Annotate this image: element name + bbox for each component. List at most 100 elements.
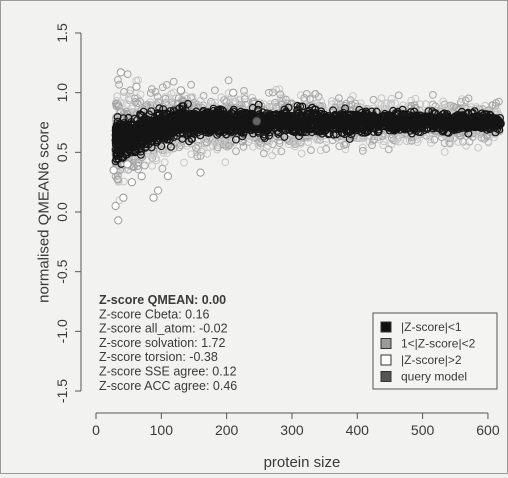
- point-z-1-2: [249, 142, 258, 151]
- point-z-1-2: [187, 80, 196, 89]
- point-z-1-2: [189, 101, 197, 110]
- point-z-under-1: [148, 134, 157, 143]
- point-z-1-2: [440, 139, 449, 148]
- point-z-1-2: [211, 86, 219, 95]
- point-z-under-1: [361, 109, 370, 118]
- point-z-1-2: [158, 83, 167, 92]
- point-z-1-2: [369, 95, 378, 104]
- point-z-under-1: [123, 142, 132, 151]
- point-z-1-2: [402, 137, 411, 146]
- point-z-1-2: [391, 99, 399, 108]
- point-z-under-1: [416, 128, 425, 137]
- point-z-under-1: [188, 134, 197, 143]
- point-z-1-2: [275, 139, 284, 148]
- point-z-1-2: [134, 158, 143, 167]
- point-z-1-2: [415, 133, 424, 142]
- point-z-1-2: [387, 99, 396, 108]
- point-z-1-2: [217, 93, 226, 102]
- point-z-under-1: [116, 150, 125, 159]
- point-z-under-1: [385, 126, 394, 135]
- point-z-under-1: [296, 128, 305, 137]
- point-z-1-2: [289, 137, 298, 146]
- point-z-1-2: [266, 100, 275, 108]
- point-z-1-2: [316, 146, 325, 155]
- point-z-1-2: [240, 92, 249, 100]
- point-z-1-2: [444, 138, 453, 147]
- point-z-under-1: [410, 107, 419, 116]
- point-z-1-2: [462, 141, 471, 150]
- point-z-1-2: [276, 90, 285, 99]
- point-z-1-2: [170, 88, 178, 97]
- point-z-1-2: [375, 135, 384, 144]
- point-z-1-2: [196, 152, 205, 160]
- point-z-under-1: [424, 107, 433, 116]
- point-z-1-2: [368, 141, 376, 150]
- point-z-1-2: [125, 94, 133, 103]
- point-z-1-2: [198, 147, 207, 156]
- point-z-1-2: [114, 76, 122, 84]
- point-z-1-2: [224, 76, 233, 85]
- point-z-1-2: [139, 102, 148, 110]
- point-z-under-1: [345, 134, 354, 143]
- point-z-1-2: [113, 159, 122, 168]
- point-z-under-1: [281, 109, 290, 118]
- point-z-1-2: [123, 99, 131, 108]
- point-z-1-2: [126, 86, 135, 95]
- point-z-1-2: [377, 94, 386, 102]
- point-z-1-2: [358, 146, 367, 155]
- point-z-1-2: [416, 100, 425, 109]
- point-z-1-2: [114, 175, 122, 184]
- point-z-1-2: [213, 143, 222, 152]
- point-z-1-2: [272, 147, 280, 156]
- point-z-1-2: [136, 90, 145, 99]
- point-z-under-1: [248, 103, 257, 112]
- point-z-1-2: [221, 158, 230, 167]
- point-z-1-2: [146, 89, 155, 97]
- point-z-1-2: [259, 149, 268, 158]
- point-z-1-2: [492, 99, 501, 107]
- point-z-1-2: [407, 136, 416, 145]
- point-z-under-1: [295, 126, 304, 135]
- point-z-1-2: [165, 94, 174, 103]
- point-z-under-1: [464, 129, 473, 138]
- point-z-1-2: [225, 141, 233, 150]
- point-z-under-1: [129, 126, 138, 135]
- point-z-under-1: [112, 149, 121, 158]
- point-z-under-1: [279, 114, 288, 123]
- point-z-1-2: [180, 158, 188, 167]
- point-z-1-2: [349, 92, 357, 100]
- point-z-under-1: [231, 135, 240, 144]
- point-z-1-2: [115, 80, 123, 89]
- point-z-1-2: [148, 147, 157, 156]
- point-z-1-2: [307, 146, 315, 155]
- point-z-1-2: [240, 87, 248, 95]
- point-z-1-2: [456, 132, 465, 140]
- point-z-1-2: [297, 149, 306, 158]
- point-z-1-2: [131, 98, 140, 106]
- point-z-1-2: [357, 103, 366, 112]
- point-z-under-1: [311, 105, 320, 114]
- point-z-1-2: [480, 135, 489, 143]
- point-z-1-2: [268, 151, 277, 160]
- point-z-1-2: [384, 145, 393, 154]
- point-z-1-2: [196, 96, 205, 105]
- point-z-1-2: [202, 138, 211, 147]
- point-z-1-2: [264, 142, 272, 150]
- point-z-1-2: [411, 94, 420, 103]
- point-z-1-2: [193, 152, 202, 161]
- point-z-1-2: [114, 171, 122, 180]
- point-z-1-2: [271, 98, 280, 107]
- point-z-1-2: [311, 90, 320, 98]
- point-z-under-1: [389, 106, 398, 115]
- point-z-under-1: [298, 102, 307, 111]
- point-z-1-2: [160, 158, 169, 167]
- point-z-1-2: [164, 100, 172, 108]
- point-z-1-2: [327, 97, 336, 105]
- data-points: [109, 68, 505, 225]
- point-z-under-1: [153, 109, 162, 118]
- point-z-1-2: [119, 92, 128, 101]
- point-z-1-2: [163, 149, 172, 157]
- point-z-1-2: [240, 95, 249, 103]
